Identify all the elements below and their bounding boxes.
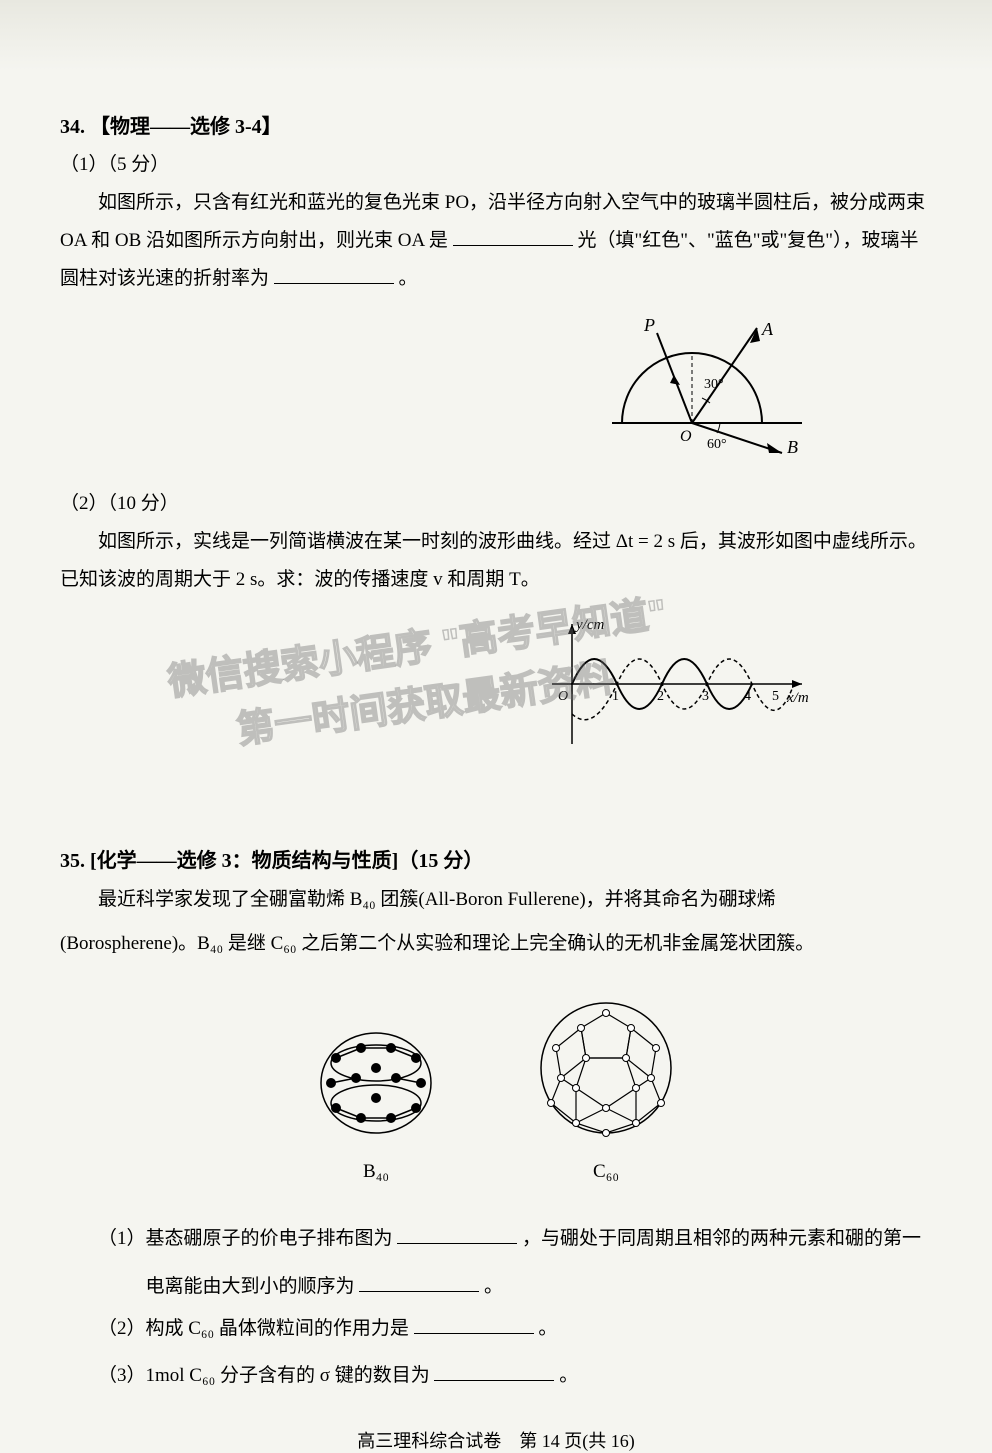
q34-part1-figure: P A B O 30° 60° (60, 313, 932, 463)
q34-part2-figure: y/cm x/m O 1 2 3 4 5 (60, 614, 932, 754)
semicircle-diagram: P A B O 30° 60° (602, 313, 812, 463)
q35-number: 35. (60, 850, 85, 872)
blank-sigma (434, 1363, 554, 1381)
xtick-2: 2 (657, 689, 664, 704)
blank-oa-color (453, 228, 573, 246)
q35-sub1-cont: 电离能由大到小的顺序为 。 (60, 1266, 932, 1308)
q35-s1a: （1）基态硼原子的价电子排布图为 (98, 1228, 393, 1249)
q34-number: 34. (60, 116, 85, 138)
exam-page: 34. 【物理——选修 3-4】 （1）（5 分） 如图所示，只含有红光和蓝光的… (0, 0, 992, 1403)
b40-molecule-icon (306, 1018, 446, 1148)
q35-s2a: （2）构成 C₆₀ 晶体微粒间的作用力是 (98, 1318, 409, 1339)
q35-sub3: （3）1mol C₆₀ 分子含有的 σ 键的数目为 。 (60, 1355, 932, 1397)
xtick-3: 3 (702, 689, 709, 704)
c60-block: C₆₀ (526, 988, 686, 1183)
q34-p1-t3: 。 (399, 268, 418, 289)
q34-part1-label: （1）（5 分） (60, 149, 932, 176)
label-A: A (761, 319, 774, 339)
q34-subject: 【物理——选修 3-4】 (90, 116, 282, 138)
q35-intro-1: 最近科学家发现了全硼富勒烯 B₄₀ 团簇(All-Boron Fullerene… (60, 881, 932, 919)
xtick-5: 5 (772, 689, 779, 704)
label-P: P (643, 315, 655, 335)
q35-header-text: [化学——选修 3：物质结构与性质]（15 分） (90, 850, 483, 872)
q35-s1d: 。 (484, 1276, 503, 1297)
q34-part2-text: 如图所示，实线是一列简谐横波在某一时刻的波形曲线。经过 Δt = 2 s 后，其… (60, 523, 932, 599)
q35-intro-2: (Borospherene)。B₄₀ 是继 C₆₀ 之后第二个从实验和理论上完全… (60, 925, 932, 963)
q34-part2-label: （2）（10 分） (60, 488, 932, 515)
blank-refraction (274, 266, 394, 284)
c60-label: C₆₀ (526, 1161, 686, 1183)
b40-block: B₄₀ (306, 1018, 446, 1183)
y-axis-label: y/cm (574, 617, 604, 633)
q35-s3a: （3）1mol C₆₀ 分子含有的 σ 键的数目为 (98, 1365, 430, 1386)
angle-30: 30° (704, 377, 724, 392)
q35-molecules: B₄₀ C₆₀ (60, 988, 932, 1183)
c60-molecule-icon (526, 988, 686, 1148)
b40-label: B₄₀ (306, 1161, 446, 1183)
origin-O: O (558, 689, 568, 704)
q35-sub1: （1）基态硼原子的价电子排布图为 ，与硼处于同周期且相邻的两种元素和硼的第一 (60, 1218, 932, 1260)
wave-diagram: y/cm x/m O 1 2 3 4 5 (532, 614, 812, 754)
q35-s1b: ，与硼处于同周期且相邻的两种元素和硼的第一 (522, 1228, 921, 1249)
label-O: O (680, 428, 692, 445)
blank-ionization (359, 1274, 479, 1292)
blank-orbital (397, 1226, 517, 1244)
q34-header: 34. 【物理——选修 3-4】 (60, 110, 932, 139)
angle-60: 60° (707, 437, 727, 452)
q35-sub2: （2）构成 C₆₀ 晶体微粒间的作用力是 。 (60, 1308, 932, 1350)
x-axis-label: x/m (786, 690, 809, 706)
xtick-1: 1 (612, 689, 619, 704)
xtick-4: 4 (744, 689, 751, 704)
q35-s3b: 。 (559, 1365, 578, 1386)
page-footer: 高三理科综合试卷 第 14 页(共 16) (60, 1427, 932, 1453)
label-B: B (787, 437, 798, 457)
blank-force (414, 1316, 534, 1334)
q35-header: 35. [化学——选修 3：物质结构与性质]（15 分） (60, 844, 932, 873)
q35-s2b: 。 (538, 1318, 557, 1339)
q35-s1c: 电离能由大到小的顺序为 (146, 1276, 355, 1297)
q34-part1-text: 如图所示，只含有红光和蓝光的复色光束 PO，沿半径方向射入空气中的玻璃半圆柱后，… (60, 184, 932, 298)
